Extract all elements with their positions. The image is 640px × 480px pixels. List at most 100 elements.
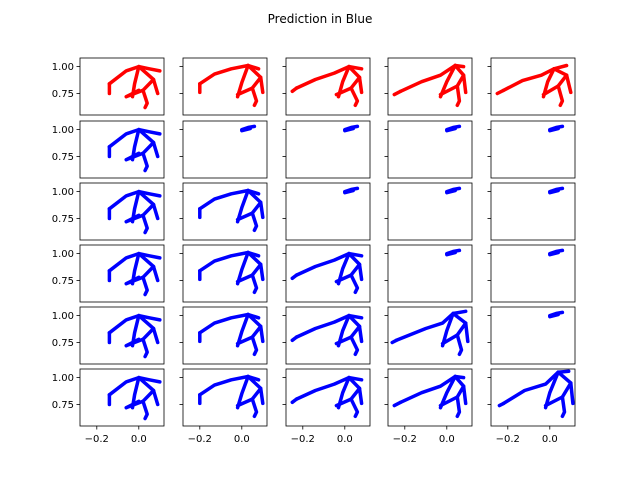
skeleton-limb-line (461, 384, 468, 406)
skeleton-limb-line (349, 397, 360, 419)
subplot-grid: 0.75 1.00 0.75 1.00 0.75 1.00 0.75 1.00 0.75 1.00… (52, 57, 576, 445)
skeleton-limb-line (343, 126, 355, 133)
prediction-skeleton (548, 124, 565, 133)
skeleton-limb-line (357, 75, 364, 95)
skeleton-limb-line (290, 86, 299, 94)
subplot-r5-c5 (487, 306, 576, 365)
x-tick-label: −0.2 (85, 434, 109, 445)
axes-frame (490, 182, 576, 241)
skeleton-limb-line (294, 375, 364, 401)
skeleton-limb-line (250, 335, 259, 357)
prediction-skeleton (107, 251, 162, 297)
y-tick-label: 0.75 (52, 89, 74, 100)
subplot-r6-c5: −0.2 0.0 (487, 368, 576, 445)
skeleton-limb-line (445, 188, 457, 195)
axes-frame (285, 120, 371, 179)
skeleton-limb-line (294, 313, 364, 339)
x-tick-label: −0.2 (496, 434, 520, 445)
skeleton-limb-line (398, 63, 466, 94)
skeleton-limb-line (235, 63, 250, 99)
axes-frame (490, 306, 576, 365)
skeleton-limb-line (455, 84, 462, 108)
skeleton-limb-line (343, 188, 355, 195)
prediction-skeleton (198, 374, 265, 419)
ground-truth-skeleton (290, 64, 364, 108)
prediction-skeleton (198, 188, 265, 233)
skeleton-limb-line (250, 86, 259, 108)
skeleton-limb-line (556, 84, 565, 108)
subplot-r1-c3 (282, 57, 371, 116)
skeleton-limb-line (560, 395, 567, 419)
skeleton-limb-line (564, 73, 573, 95)
x-tick-label: 0.0 (234, 434, 250, 445)
skeleton-limb-line (501, 63, 569, 93)
skeleton-limb-line (130, 251, 141, 286)
y-tick-label: 1.00 (52, 311, 74, 322)
prediction-skeleton (290, 375, 364, 419)
subplot-r4-c1: 0.75 1.00 (52, 244, 165, 303)
prediction-skeleton (445, 248, 462, 257)
prediction-skeleton (445, 186, 462, 195)
subplot-r1-c5 (487, 57, 576, 116)
subplot-r4-c3 (282, 244, 371, 303)
axes-frame (79, 120, 165, 179)
prediction-skeleton (290, 251, 364, 295)
skeleton-limb-line (336, 375, 351, 410)
x-tick-label: −0.2 (393, 434, 417, 445)
y-tick-label: 1.00 (52, 373, 74, 384)
subplot-r1-c1: 0.75 1.00 (52, 57, 165, 116)
x-tick-label: 0.0 (542, 434, 558, 445)
x-tick-label: 0.0 (131, 434, 147, 445)
skeleton-limb-line (455, 333, 464, 357)
prediction-skeleton (548, 186, 565, 195)
subplot-r2-c4 (384, 120, 473, 179)
skeleton-limb-line (445, 126, 457, 133)
axes-frame (79, 368, 165, 427)
skeleton-limb-line (151, 388, 160, 407)
skeleton-limb-line (392, 89, 403, 97)
skeleton-limb-line (349, 86, 360, 108)
subplot-r6-c4: −0.2 0.0 (384, 368, 473, 445)
x-tick-label: 0.0 (439, 434, 455, 445)
subplot-r3-c4 (384, 182, 473, 241)
subplot-r6-c1: 0.75 1.00 −0.2 0.0 (52, 368, 165, 445)
skeleton-limb-line (235, 188, 250, 224)
prediction-skeleton (107, 313, 162, 359)
skeleton-limb-line (357, 262, 364, 282)
ground-truth-skeleton (495, 63, 573, 108)
skeleton-limb-line (235, 312, 250, 348)
subplot-r4-c4 (384, 244, 473, 303)
prediction-skeleton (343, 124, 360, 133)
subplot-r3-c5 (487, 182, 576, 241)
skeleton-limb-line (349, 335, 360, 357)
subplot-r5-c1: 0.75 1.00 (52, 306, 165, 365)
axes-frame (490, 120, 576, 179)
skeleton-limb-line (141, 337, 149, 359)
axes-frame (79, 306, 165, 365)
skeleton-limb-line (445, 250, 457, 257)
skeleton-limb-line (548, 126, 560, 133)
axes-frame (79, 182, 165, 241)
subplot-r2-c1: 0.75 1.00 (52, 120, 165, 179)
prediction-skeleton (343, 186, 360, 195)
skeleton-limb-line (240, 126, 252, 133)
subplot-r2-c2 (179, 120, 268, 179)
skeleton-limb-line (130, 64, 141, 99)
subplot-r5-c4 (384, 306, 473, 365)
prediction-skeleton (290, 313, 364, 357)
skeleton-limb-line (569, 381, 575, 406)
skeleton-limb-line (258, 200, 265, 220)
skeleton-limb-line (130, 127, 141, 162)
skeleton-limb-line (390, 338, 399, 345)
skeleton-limb-line (141, 88, 149, 110)
skeleton-limb-line (495, 88, 506, 96)
y-tick-label: 0.75 (52, 276, 74, 287)
axes-frame (387, 244, 473, 303)
prediction-skeleton (107, 127, 162, 173)
axes-frame (79, 244, 165, 303)
skeleton-limb-line (392, 400, 403, 408)
skeleton-limb-line (258, 324, 265, 344)
skeleton-limb-line (463, 321, 470, 344)
subplot-r6-c3: −0.2 0.0 (282, 368, 371, 445)
